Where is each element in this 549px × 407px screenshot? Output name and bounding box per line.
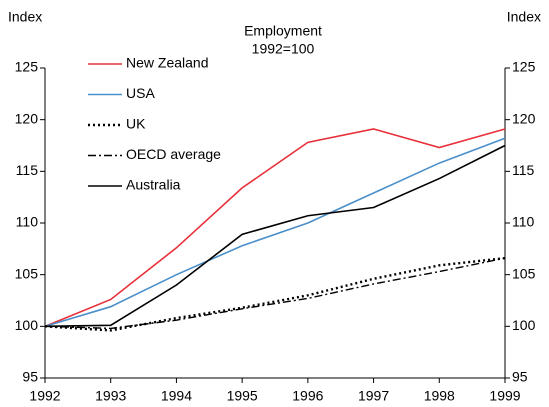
legend-label: USA [126, 85, 155, 101]
series-line [44, 144, 506, 328]
legend-label: Australia [126, 177, 181, 193]
y-tick-label: 95 [22, 369, 38, 385]
y2-tick-label: 95 [512, 369, 528, 385]
y-tick-label: 115 [16, 162, 39, 178]
x-tick-label: 1998 [424, 388, 455, 404]
legend-label: New Zealand [126, 55, 209, 71]
x-tick-label: 1997 [358, 388, 389, 404]
series-line [44, 257, 506, 330]
y-tick-label: 105 [15, 265, 39, 281]
series-line [44, 137, 506, 328]
y-tick-label: 110 [16, 214, 39, 230]
x-tick-label: 1995 [227, 388, 258, 404]
x-tick-label: 1994 [161, 388, 192, 404]
legend-label: OECD average [126, 146, 221, 162]
y2-tick-label: 115 [512, 162, 535, 178]
y2-tick-label: 110 [512, 214, 535, 230]
x-tick-label: 1996 [292, 388, 323, 404]
x-tick-label: 1992 [29, 388, 60, 404]
y2-tick-label: 120 [512, 110, 536, 126]
x-tick-label: 1999 [489, 388, 520, 404]
y-tick-label: 120 [15, 110, 39, 126]
y2-tick-label: 125 [512, 59, 536, 75]
y-tick-label: 100 [15, 317, 39, 333]
chart-subtitle: 1992=100 [252, 41, 315, 57]
y-tick-label: 125 [15, 59, 39, 75]
x-tick-label: 1993 [95, 388, 126, 404]
legend-label: UK [126, 116, 146, 132]
series-line [44, 128, 506, 328]
y2-tick-label: 100 [512, 317, 536, 333]
y2-tick-label: 105 [512, 265, 536, 281]
y-axis-label: Index [8, 9, 42, 25]
series-line [44, 256, 506, 332]
y2-axis-label: Index [507, 9, 541, 25]
chart-title: Employment [244, 23, 322, 39]
